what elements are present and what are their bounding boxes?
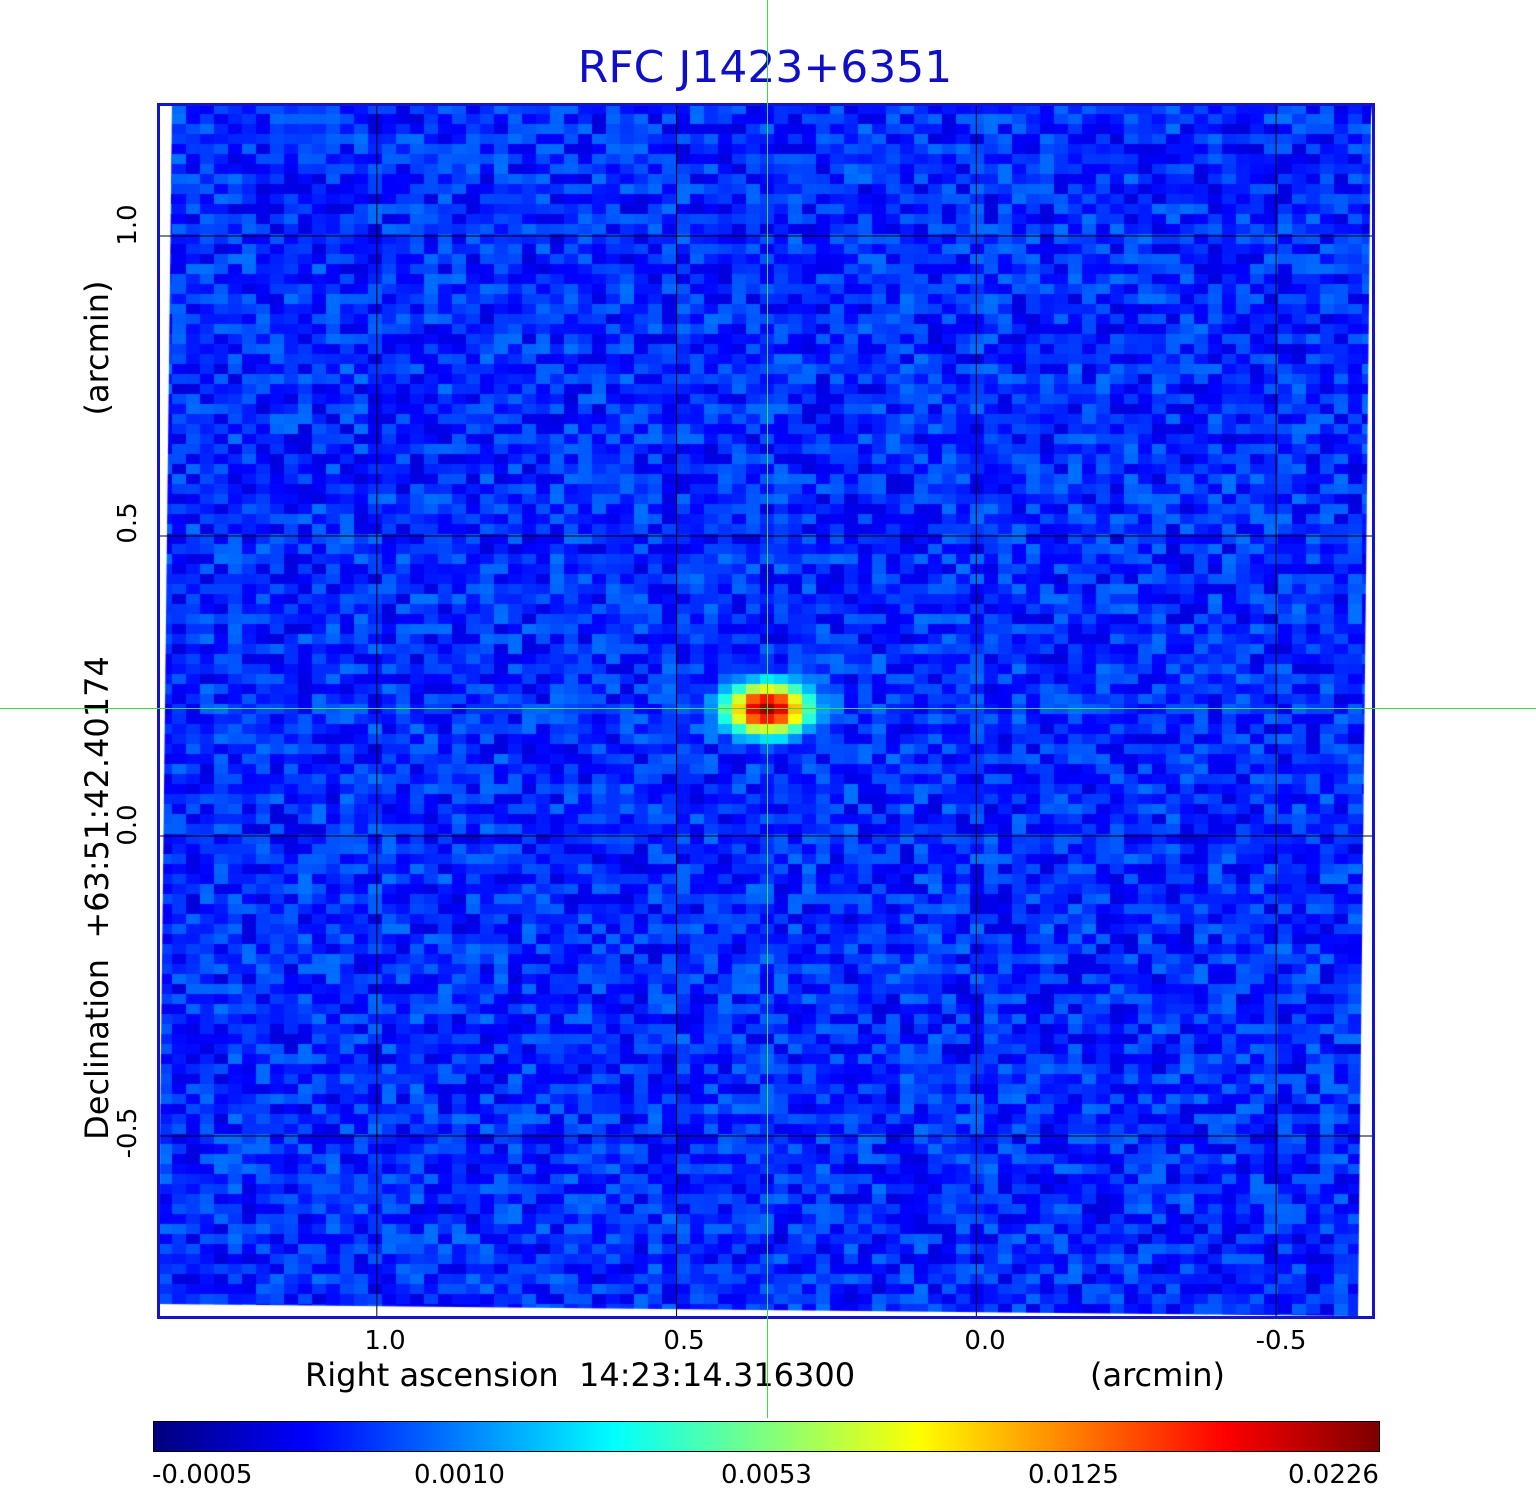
crosshair-vertical — [767, 0, 768, 1418]
colorbar-tick-label: -0.0005 — [152, 1460, 253, 1490]
x-tick-label: -0.5 — [1255, 1326, 1307, 1356]
y-tick-label: 0.0 — [113, 804, 143, 846]
x-tick-label: 0.5 — [663, 1326, 705, 1356]
x-tick-label: 0.0 — [964, 1326, 1006, 1356]
colorbar-tick-label: 0.0010 — [414, 1460, 505, 1490]
y-tick-label: -0.5 — [113, 1107, 143, 1159]
y-tick-label: 1.0 — [113, 204, 143, 246]
colorbar — [153, 1421, 1380, 1452]
heatmap-image[interactable] — [158, 104, 1372, 1316]
x-axis-unit: (arcmin) — [1090, 1356, 1225, 1394]
x-tick-label: 1.0 — [364, 1326, 406, 1356]
y-axis-label: Declination +63:51:42.40174 — [78, 656, 116, 1140]
x-axis-label: Right ascension 14:23:14.316300 — [305, 1356, 856, 1394]
colorbar-tick-label: 0.0125 — [1028, 1460, 1119, 1490]
chart-title: RFC J1423+6351 — [577, 42, 953, 93]
crosshair-horizontal — [0, 708, 1536, 709]
colorbar-tick-label: 0.0226 — [1288, 1460, 1379, 1490]
colorbar-tick-label: 0.0053 — [721, 1460, 812, 1490]
y-tick-label: 0.5 — [113, 502, 143, 544]
y-axis-unit: (arcmin) — [78, 280, 116, 416]
